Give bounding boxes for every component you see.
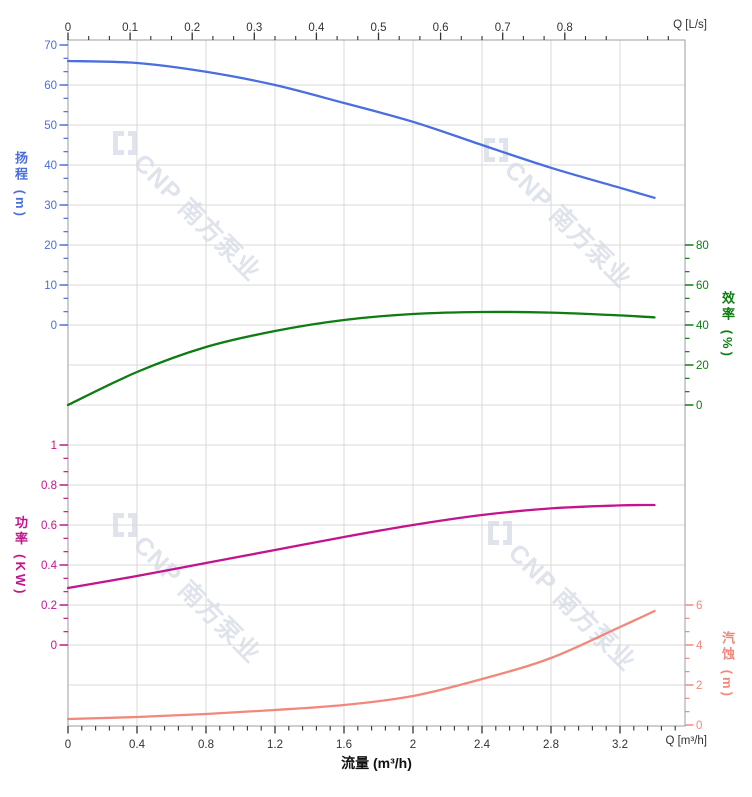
tick-label: 3.2 bbox=[612, 739, 628, 751]
npsh-axis: 6 4 2 0 bbox=[685, 600, 703, 732]
tick-label: 0 bbox=[65, 22, 71, 34]
tick-label: 10 bbox=[44, 280, 57, 292]
tick-label: 40 bbox=[44, 160, 57, 172]
tick-label: 60 bbox=[696, 280, 709, 292]
head-axis: 70 60 50 40 30 20 10 0 bbox=[44, 40, 68, 332]
npsh-axis-title: 汽蚀 (m) bbox=[720, 631, 735, 699]
power-axis: 1 0.8 0.6 0.4 0.2 0 bbox=[41, 440, 68, 652]
bottom-axis-unit-label: Q [m³/h] bbox=[665, 735, 707, 747]
tick-label: 0.2 bbox=[41, 600, 57, 612]
tick-label: 30 bbox=[44, 200, 57, 212]
tick-label: 0 bbox=[696, 720, 702, 732]
tick-label: 0.8 bbox=[198, 739, 214, 751]
head-axis-title: 扬程 (m) bbox=[13, 151, 28, 219]
tick-label: 0.4 bbox=[129, 739, 146, 751]
tick-label: 0 bbox=[51, 640, 57, 652]
plot-border bbox=[67, 39, 686, 727]
tick-label: 0.2 bbox=[184, 22, 200, 34]
tick-label: 2 bbox=[696, 680, 702, 692]
tick-label: 0.8 bbox=[41, 480, 57, 492]
tick-label: 0 bbox=[65, 739, 71, 751]
tick-label: 2.4 bbox=[474, 739, 491, 751]
power-curve bbox=[66, 503, 656, 590]
efficiency-axis-title: 效率 (%) bbox=[720, 291, 735, 359]
tick-label: 4 bbox=[696, 640, 703, 652]
tick-label: 0.3 bbox=[246, 22, 262, 34]
tick-label: 0.6 bbox=[41, 520, 57, 532]
tick-label: 0.8 bbox=[557, 22, 573, 34]
power-axis-title: 功率 (KW) bbox=[13, 515, 28, 597]
bottom-axis: 0 0.4 0.8 1.2 1.6 2 2.4 2.8 3.2 bbox=[65, 726, 676, 751]
tick-label: 70 bbox=[44, 40, 57, 52]
tick-label: 20 bbox=[44, 240, 57, 252]
tick-label: 40 bbox=[696, 320, 709, 332]
efficiency-axis: 80 60 40 20 0 bbox=[685, 240, 709, 412]
tick-label: 0 bbox=[696, 400, 702, 412]
tick-label: 0.5 bbox=[371, 22, 387, 34]
top-axis-unit-label: Q [L/s] bbox=[673, 19, 707, 31]
efficiency-curve bbox=[66, 310, 656, 407]
head-curve bbox=[66, 59, 656, 199]
tick-label: 50 bbox=[44, 120, 57, 132]
tick-label: 0.1 bbox=[122, 22, 138, 34]
tick-label: 0.7 bbox=[495, 22, 511, 34]
tick-label: 1.2 bbox=[267, 739, 283, 751]
tick-label: 20 bbox=[696, 360, 709, 372]
tick-label: 60 bbox=[44, 80, 57, 92]
bottom-axis-title: 流量 (m³/h) bbox=[341, 755, 412, 771]
top-axis: 0 0.1 0.2 0.3 0.4 0.5 0.6 0.7 0.8 bbox=[65, 22, 669, 40]
gridlines bbox=[68, 40, 685, 726]
tick-label: 80 bbox=[696, 240, 709, 252]
tick-label: 0 bbox=[51, 320, 57, 332]
npsh-curve bbox=[66, 609, 656, 721]
tick-label: 1.6 bbox=[336, 739, 352, 751]
tick-label: 0.6 bbox=[433, 22, 449, 34]
tick-label: 1 bbox=[51, 440, 57, 452]
tick-label: 2.8 bbox=[543, 739, 559, 751]
tick-label: 2 bbox=[410, 739, 416, 751]
tick-label: 6 bbox=[696, 600, 702, 612]
tick-label: 0.4 bbox=[41, 560, 58, 572]
tick-label: 0.4 bbox=[308, 22, 325, 34]
